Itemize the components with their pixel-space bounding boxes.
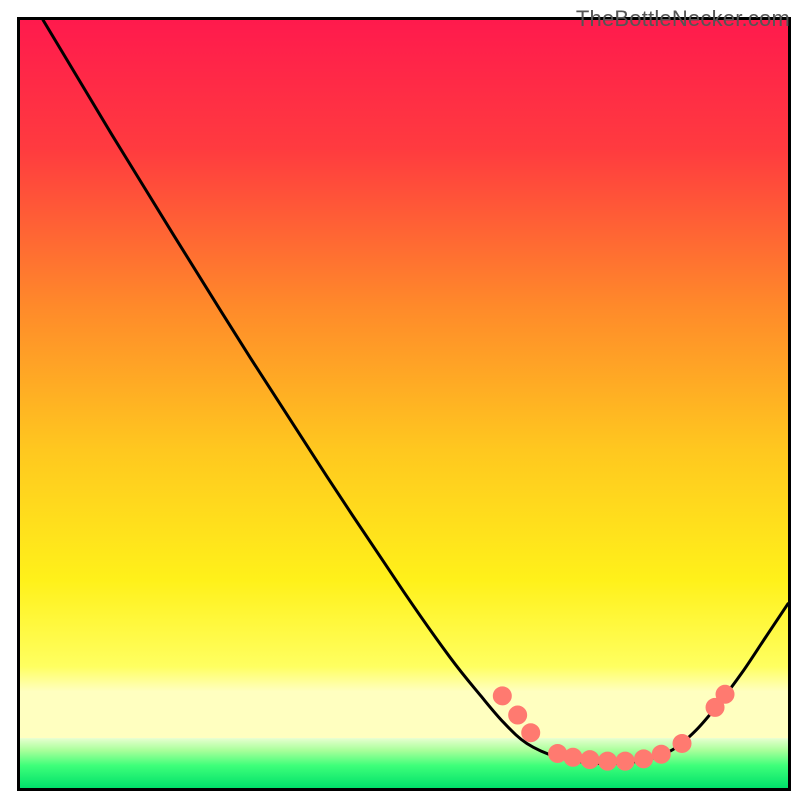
watermark-text: TheBottleNecker.com [576,6,790,32]
bottleneck-chart [0,0,800,800]
gradient-background [20,20,788,788]
chart-container: TheBottleNecker.com [0,0,800,800]
